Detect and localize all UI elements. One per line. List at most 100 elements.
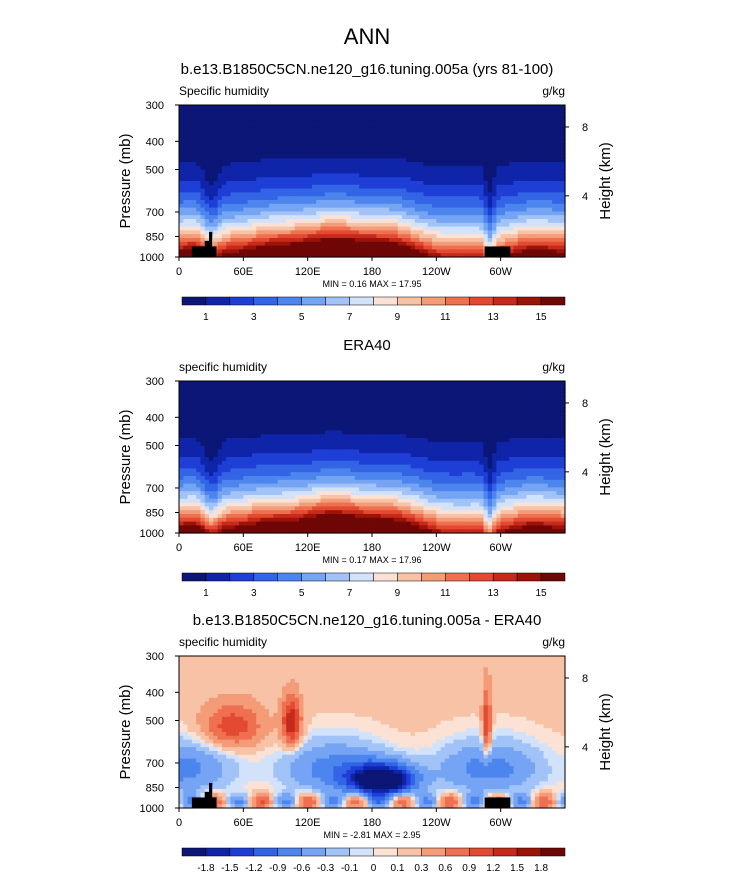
heatmap-cell bbox=[492, 108, 497, 114]
heatmap-cell bbox=[221, 143, 227, 148]
heatmap-cell bbox=[341, 173, 347, 178]
heatmap-cell bbox=[517, 226, 523, 231]
heatmap-cell bbox=[440, 241, 446, 247]
heatmap-cell bbox=[260, 150, 266, 155]
heatmap-cell bbox=[209, 150, 214, 155]
heatmap-cell bbox=[294, 392, 300, 397]
heatmap-cell bbox=[560, 381, 566, 386]
heatmap-cell bbox=[522, 219, 527, 224]
heatmap-cell bbox=[410, 230, 416, 235]
heatmap-cell bbox=[341, 120, 347, 125]
heatmap-cell bbox=[200, 215, 206, 220]
heatmap-cell bbox=[402, 249, 407, 254]
heatmap-cell bbox=[367, 419, 373, 424]
heatmap-cell bbox=[290, 169, 296, 174]
heatmap-cell bbox=[457, 188, 463, 193]
heatmap-cell bbox=[196, 426, 202, 431]
heatmap-cell bbox=[406, 426, 412, 431]
heatmap-cell bbox=[367, 181, 373, 186]
heatmap-cell bbox=[243, 249, 249, 254]
heatmap-cell bbox=[251, 131, 257, 136]
heatmap-cell bbox=[264, 181, 270, 186]
heatmap-cell bbox=[217, 400, 223, 405]
heatmap-cell bbox=[530, 127, 536, 133]
heatmap-cell bbox=[367, 196, 373, 201]
heatmap-cell bbox=[346, 234, 352, 239]
heatmap-cell bbox=[483, 415, 489, 420]
heatmap-cell bbox=[504, 188, 510, 193]
heatmap-cell bbox=[487, 196, 493, 201]
heatmap-cell bbox=[534, 105, 540, 110]
heatmap-cell bbox=[539, 162, 545, 167]
heatmap-cell bbox=[539, 230, 545, 235]
heatmap-cell bbox=[444, 407, 450, 412]
heatmap-cell bbox=[209, 184, 214, 190]
heatmap-cell bbox=[479, 173, 485, 178]
heatmap-cell bbox=[522, 177, 527, 182]
heatmap-cell bbox=[560, 211, 566, 216]
heatmap-cell bbox=[406, 116, 412, 121]
heatmap-cell bbox=[363, 234, 369, 239]
heatmap-cell bbox=[311, 181, 317, 186]
heatmap-cell bbox=[311, 162, 317, 167]
heatmap-cell bbox=[547, 177, 553, 182]
heatmap-cell bbox=[269, 249, 274, 254]
heatmap-cell bbox=[179, 169, 184, 174]
heatmap-cell bbox=[504, 139, 510, 144]
heatmap-cell bbox=[209, 219, 214, 224]
heatmap-cell bbox=[462, 426, 467, 431]
heatmap-cell bbox=[380, 124, 386, 129]
heatmap-cell bbox=[333, 158, 339, 163]
heatmap-cell bbox=[522, 419, 527, 424]
heatmap-cell bbox=[324, 143, 330, 148]
heatmap-cell bbox=[504, 215, 510, 220]
heatmap-cell bbox=[393, 253, 399, 258]
heatmap-cell bbox=[230, 411, 236, 416]
heatmap-cell bbox=[217, 139, 223, 144]
heatmap-cell bbox=[277, 253, 283, 258]
heatmap-cell bbox=[462, 384, 467, 390]
heatmap-cell bbox=[329, 434, 334, 439]
heatmap-cell bbox=[247, 422, 253, 428]
heatmap-cell bbox=[251, 249, 257, 254]
heatmap-cell bbox=[333, 426, 339, 431]
heatmap-cell bbox=[333, 143, 339, 148]
heatmap-cell bbox=[221, 434, 227, 439]
heatmap-cell bbox=[423, 434, 429, 439]
heatmap-cell bbox=[466, 139, 472, 144]
heatmap-cell bbox=[346, 116, 352, 121]
heatmap-cell bbox=[269, 222, 274, 228]
heatmap-cell bbox=[337, 154, 343, 159]
heatmap-cell bbox=[517, 112, 523, 117]
heatmap-cell bbox=[337, 434, 343, 439]
heatmap-cell bbox=[213, 234, 219, 239]
heatmap-cell bbox=[243, 188, 249, 193]
colorbar-swatch bbox=[277, 296, 302, 306]
heatmap-cell bbox=[307, 403, 313, 409]
heatmap-cell bbox=[389, 162, 395, 167]
heatmap-cell bbox=[277, 120, 283, 125]
heatmap-cell bbox=[243, 139, 249, 144]
heatmap-cell bbox=[350, 108, 356, 114]
heatmap-cell bbox=[226, 108, 232, 114]
heatmap-cell bbox=[496, 127, 502, 133]
heatmap-cell bbox=[384, 430, 390, 435]
heatmap-cell bbox=[406, 135, 412, 140]
heatmap-cell bbox=[337, 188, 343, 193]
heatmap-cell bbox=[234, 196, 240, 201]
heatmap-cell bbox=[410, 241, 416, 247]
heatmap-cell bbox=[213, 192, 219, 197]
heatmap-cell bbox=[556, 162, 562, 167]
heatmap-cell bbox=[196, 105, 202, 110]
heatmap-cell bbox=[526, 120, 532, 125]
heatmap-cell bbox=[324, 222, 330, 228]
heatmap-cell bbox=[303, 234, 309, 239]
heatmap-cell bbox=[547, 184, 553, 190]
heatmap-cell bbox=[397, 127, 403, 133]
heatmap-cell bbox=[427, 400, 433, 405]
heatmap-cell bbox=[333, 411, 339, 416]
heatmap-cell bbox=[393, 388, 399, 393]
heatmap-cell bbox=[487, 131, 493, 136]
heatmap-cell bbox=[226, 407, 232, 412]
heatmap-cell bbox=[474, 422, 480, 428]
